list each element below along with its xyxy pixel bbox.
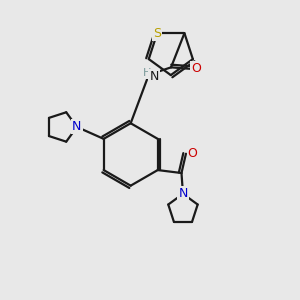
Text: N: N <box>178 187 188 200</box>
Text: N: N <box>72 121 82 134</box>
Text: S: S <box>153 27 161 40</box>
Text: O: O <box>191 62 201 75</box>
Text: O: O <box>188 147 197 160</box>
Text: N: N <box>149 70 159 83</box>
Text: H: H <box>143 68 152 78</box>
